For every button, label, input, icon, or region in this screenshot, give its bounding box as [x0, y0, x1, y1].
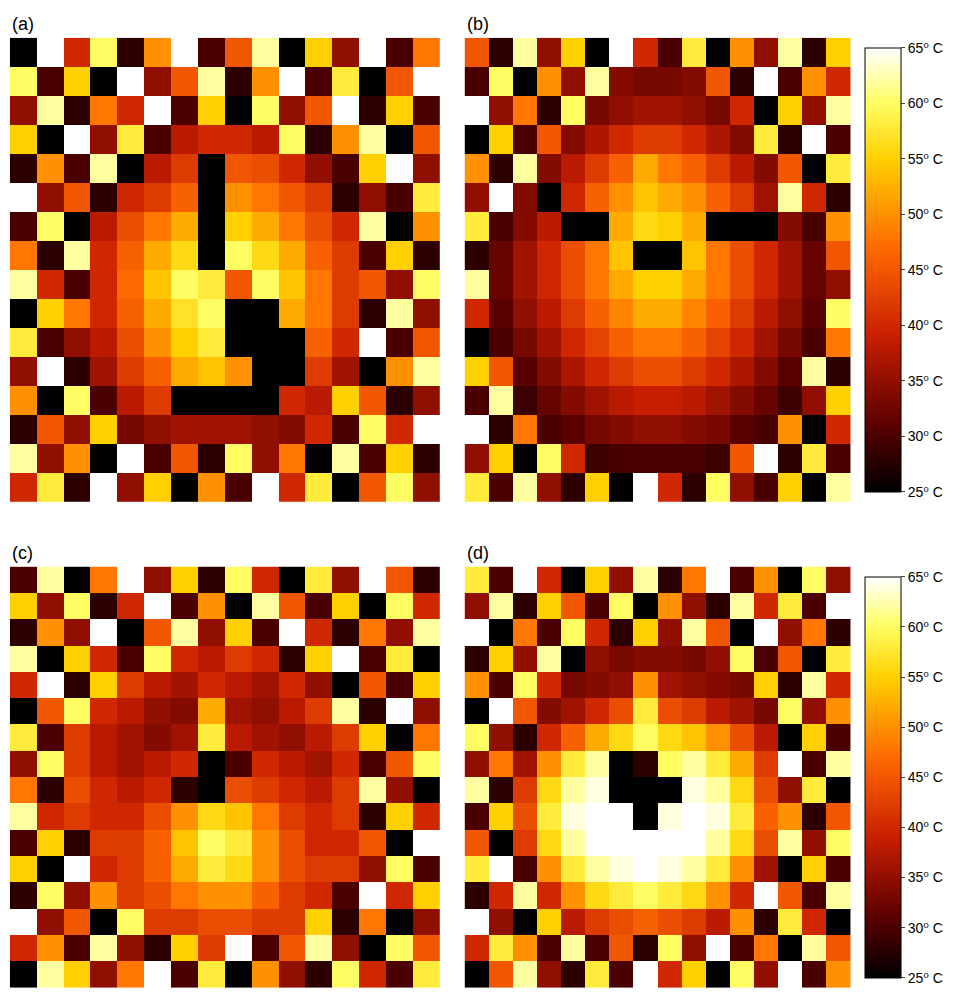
svg-text:40⁰ C: 40⁰ C — [908, 819, 943, 835]
svg-text:30⁰ C: 30⁰ C — [908, 920, 943, 936]
svg-text:45⁰ C: 45⁰ C — [908, 262, 943, 278]
svg-text:(b): (b) — [467, 14, 489, 34]
svg-text:65⁰ C: 65⁰ C — [908, 40, 943, 56]
svg-text:50⁰ C: 50⁰ C — [908, 719, 943, 735]
svg-text:30⁰ C: 30⁰ C — [908, 428, 943, 444]
svg-text:25⁰ C: 25⁰ C — [908, 970, 943, 986]
svg-text:35⁰ C: 35⁰ C — [908, 373, 943, 389]
svg-text:(c): (c) — [12, 543, 33, 563]
svg-text:45⁰ C: 45⁰ C — [908, 769, 943, 785]
svg-text:40⁰ C: 40⁰ C — [908, 317, 943, 333]
svg-text:35⁰ C: 35⁰ C — [908, 869, 943, 885]
svg-text:65⁰ C: 65⁰ C — [908, 569, 943, 585]
svg-text:25⁰ C: 25⁰ C — [908, 484, 943, 500]
svg-text:50⁰ C: 50⁰ C — [908, 206, 943, 222]
svg-text:55⁰ C: 55⁰ C — [908, 669, 943, 685]
svg-text:55⁰ C: 55⁰ C — [908, 151, 943, 167]
svg-text:60⁰ C: 60⁰ C — [908, 95, 943, 111]
svg-text:(a): (a) — [12, 14, 34, 34]
svg-text:60⁰ C: 60⁰ C — [908, 619, 943, 635]
svg-text:(d): (d) — [467, 543, 489, 563]
